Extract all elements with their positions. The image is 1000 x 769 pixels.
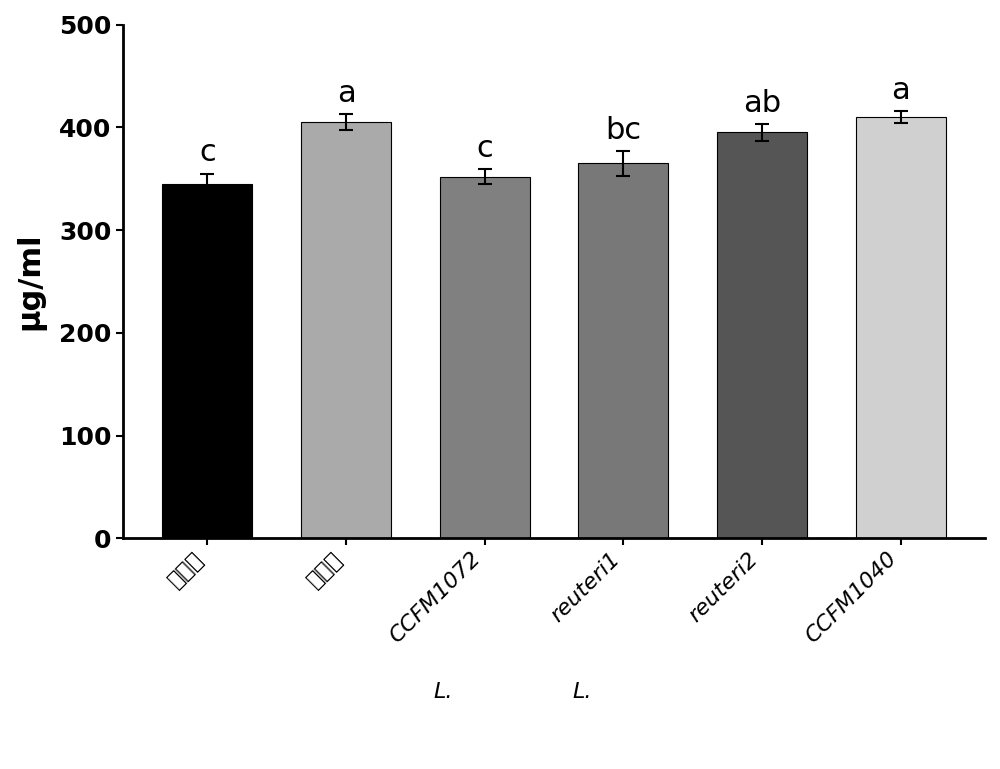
Text: a: a [891, 75, 910, 105]
Text: a: a [337, 78, 355, 108]
Bar [578, 163, 668, 538]
Text: bc: bc [605, 115, 641, 145]
Text: ab: ab [743, 89, 781, 118]
Bar [301, 122, 391, 538]
Bar [717, 132, 807, 538]
Bar [162, 184, 252, 538]
Bar [856, 117, 946, 538]
Text: reuteri1: reuteri1 [546, 548, 623, 625]
Text: CCFM1040: CCFM1040 [802, 548, 901, 647]
Bar [440, 177, 530, 538]
Text: 空白组: 空白组 [165, 548, 207, 591]
Text: 模型组: 模型组 [304, 548, 346, 591]
Y-axis label: μg/ml: μg/ml [15, 232, 45, 330]
Text: L.: L. [572, 682, 592, 702]
Text: reuteri2: reuteri2 [685, 548, 762, 625]
Text: CCFM1072: CCFM1072 [386, 548, 485, 647]
Text: L.: L. [433, 682, 453, 702]
Text: c: c [199, 138, 216, 168]
Text: c: c [476, 135, 493, 163]
